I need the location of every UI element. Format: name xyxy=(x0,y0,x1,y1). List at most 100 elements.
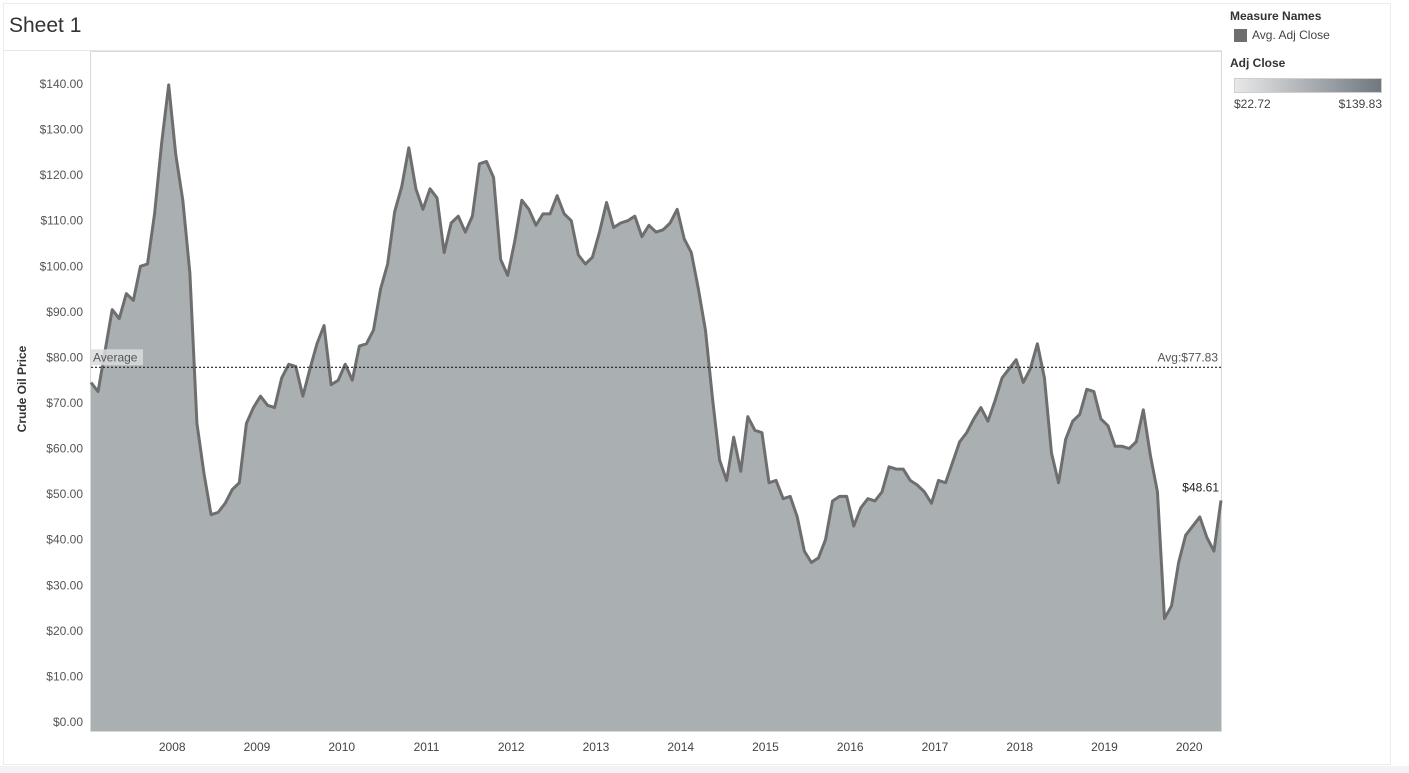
data-point[interactable] xyxy=(1113,444,1117,448)
data-point[interactable] xyxy=(767,481,771,485)
data-point[interactable] xyxy=(527,207,531,211)
data-point[interactable] xyxy=(350,378,354,382)
data-point[interactable] xyxy=(400,185,404,189)
data-point[interactable] xyxy=(1000,376,1004,380)
data-point[interactable] xyxy=(463,230,467,234)
data-point[interactable] xyxy=(301,394,305,398)
data-point[interactable] xyxy=(675,207,679,211)
data-point[interactable] xyxy=(887,465,891,469)
data-point[interactable] xyxy=(138,264,142,268)
data-point[interactable] xyxy=(555,194,559,198)
data-point[interactable] xyxy=(449,221,453,225)
data-point[interactable] xyxy=(1035,342,1039,346)
data-point[interactable] xyxy=(929,501,933,505)
data-point[interactable] xyxy=(131,298,135,302)
legend-color-swatch[interactable] xyxy=(1234,29,1247,42)
data-point[interactable] xyxy=(1021,380,1025,384)
data-point[interactable] xyxy=(668,221,672,225)
data-point[interactable] xyxy=(442,251,446,255)
data-point[interactable] xyxy=(1141,408,1145,412)
data-point[interactable] xyxy=(1177,561,1181,565)
data-point[interactable] xyxy=(1184,533,1188,537)
data-point[interactable] xyxy=(485,159,489,163)
data-point[interactable] xyxy=(421,207,425,211)
data-point[interactable] xyxy=(901,467,905,471)
data-point[interactable] xyxy=(1099,417,1103,421)
data-point[interactable] xyxy=(725,478,729,482)
data-point[interactable] xyxy=(1092,390,1096,394)
data-point[interactable] xyxy=(781,497,785,501)
data-point[interactable] xyxy=(1127,447,1131,451)
data-point[interactable] xyxy=(181,198,185,202)
data-point[interactable] xyxy=(372,328,376,332)
data-point[interactable] xyxy=(244,422,248,426)
data-point[interactable] xyxy=(1120,444,1124,448)
data-point[interactable] xyxy=(718,458,722,462)
data-point[interactable] xyxy=(654,230,658,234)
data-point[interactable] xyxy=(1106,424,1110,428)
data-point[interactable] xyxy=(379,287,383,291)
data-point[interactable] xyxy=(809,561,813,565)
data-point[interactable] xyxy=(393,210,397,214)
data-point[interactable] xyxy=(788,494,792,498)
data-point[interactable] xyxy=(287,362,291,366)
data-point[interactable] xyxy=(110,308,114,312)
data-point[interactable] xyxy=(590,255,594,259)
data-point[interactable] xyxy=(1205,535,1209,539)
data-point[interactable] xyxy=(682,237,686,241)
data-point[interactable] xyxy=(89,380,93,384)
data-point[interactable] xyxy=(364,342,368,346)
data-point[interactable] xyxy=(124,292,128,296)
data-point[interactable] xyxy=(336,378,340,382)
data-point[interactable] xyxy=(1064,437,1068,441)
data-point[interactable] xyxy=(435,196,439,200)
data-point[interactable] xyxy=(259,394,263,398)
data-point[interactable] xyxy=(1134,440,1138,444)
data-point[interactable] xyxy=(146,262,150,266)
data-point[interactable] xyxy=(117,317,121,321)
data-point[interactable] xyxy=(647,223,651,227)
data-point[interactable] xyxy=(343,362,347,366)
data-point[interactable] xyxy=(470,214,474,218)
data-point[interactable] xyxy=(1212,549,1216,553)
data-point[interactable] xyxy=(1050,451,1054,455)
data-point[interactable] xyxy=(802,549,806,553)
data-point[interactable] xyxy=(1014,358,1018,362)
data-point[interactable] xyxy=(993,399,997,403)
data-point[interactable] xyxy=(273,406,277,410)
data-point[interactable] xyxy=(294,365,298,369)
data-point[interactable] xyxy=(1219,498,1223,502)
data-point[interactable] xyxy=(520,198,524,202)
data-point[interactable] xyxy=(477,162,481,166)
data-point[interactable] xyxy=(456,214,460,218)
data-point[interactable] xyxy=(492,175,496,179)
data-point[interactable] xyxy=(852,524,856,528)
data-point[interactable] xyxy=(915,483,919,487)
data-point[interactable] xyxy=(188,271,192,275)
data-point[interactable] xyxy=(937,478,941,482)
data-point[interactable] xyxy=(739,469,743,473)
data-point[interactable] xyxy=(174,153,178,157)
data-point[interactable] xyxy=(541,212,545,216)
data-point[interactable] xyxy=(195,422,199,426)
data-point[interactable] xyxy=(1198,515,1202,519)
data-point[interactable] xyxy=(329,383,333,387)
data-point[interactable] xyxy=(548,212,552,216)
data-point[interactable] xyxy=(605,200,609,204)
data-point[interactable] xyxy=(958,440,962,444)
data-point[interactable] xyxy=(661,228,665,232)
data-point[interactable] xyxy=(576,253,580,257)
data-point[interactable] xyxy=(626,219,630,223)
data-point[interactable] xyxy=(598,230,602,234)
data-point[interactable] xyxy=(1071,419,1075,423)
data-point[interactable] xyxy=(732,435,736,439)
data-point[interactable] xyxy=(816,556,820,560)
data-point[interactable] xyxy=(1057,481,1061,485)
data-point[interactable] xyxy=(703,328,707,332)
data-point[interactable] xyxy=(583,262,587,266)
data-point[interactable] xyxy=(386,262,390,266)
data-point[interactable] xyxy=(534,223,538,227)
data-point[interactable] xyxy=(640,235,644,239)
data-point[interactable] xyxy=(209,513,213,517)
data-point[interactable] xyxy=(1170,604,1174,608)
